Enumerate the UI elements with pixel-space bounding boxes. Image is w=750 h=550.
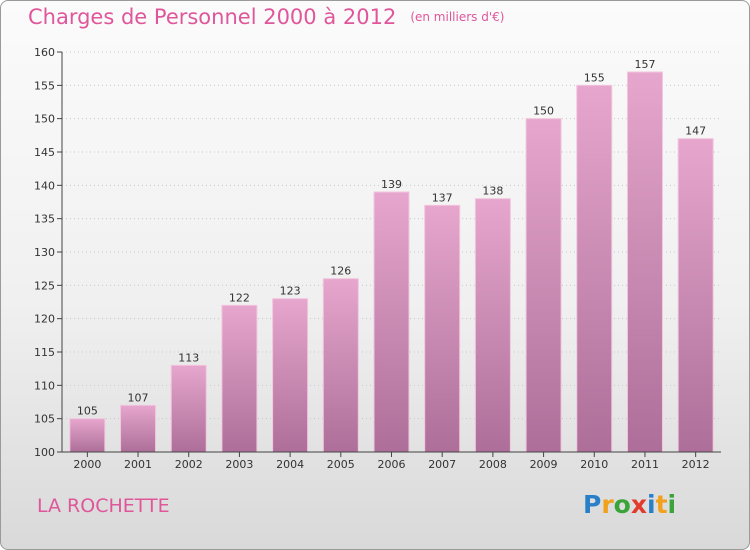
data-label-2003: 122 bbox=[229, 291, 250, 304]
y-tick-label: 115 bbox=[34, 346, 55, 359]
x-tick-label-2000: 2000 bbox=[73, 458, 101, 471]
chart-title: Charges de Personnel 2000 à 2012 bbox=[28, 5, 397, 29]
y-tick-label: 155 bbox=[34, 79, 55, 92]
y-tick-label: 120 bbox=[34, 313, 55, 326]
x-tick-label-2009: 2009 bbox=[530, 458, 558, 471]
data-label-2010: 155 bbox=[584, 71, 605, 84]
bar-2010 bbox=[576, 84, 613, 453]
bar-2011 bbox=[626, 71, 663, 453]
x-tick-label-2004: 2004 bbox=[276, 458, 304, 471]
y-tick-label: 130 bbox=[34, 246, 55, 259]
x-tick-label-2001: 2001 bbox=[124, 458, 152, 471]
y-tick-label: 135 bbox=[34, 213, 55, 226]
y-tick-label: 150 bbox=[34, 113, 55, 126]
logo-letter: i bbox=[667, 490, 677, 519]
y-tick-label: 110 bbox=[34, 379, 55, 392]
data-label-2007: 137 bbox=[432, 191, 453, 204]
bar-2005 bbox=[322, 278, 359, 453]
x-tick-label-2011: 2011 bbox=[631, 458, 659, 471]
x-tick-label-2003: 2003 bbox=[225, 458, 253, 471]
proxiti-logo: Proxiti bbox=[583, 490, 676, 519]
data-label-2009: 150 bbox=[533, 105, 554, 118]
chart-title-block: Charges de Personnel 2000 à 2012 (en mill… bbox=[28, 5, 504, 29]
data-label-2000: 105 bbox=[77, 405, 98, 418]
data-label-2001: 107 bbox=[128, 391, 149, 404]
logo-letter: r bbox=[601, 490, 614, 519]
data-label-2005: 126 bbox=[330, 265, 351, 278]
bar-2012 bbox=[677, 138, 714, 453]
chart-subtitle: (en milliers d'€) bbox=[410, 10, 505, 24]
y-tick-label: 100 bbox=[34, 446, 55, 459]
x-tick-label-2005: 2005 bbox=[327, 458, 355, 471]
data-label-2008: 138 bbox=[482, 185, 503, 198]
logo-letter: x bbox=[630, 490, 647, 519]
logo-letter: o bbox=[613, 490, 631, 519]
y-tick-label: 125 bbox=[34, 279, 55, 292]
bar-2000 bbox=[69, 418, 106, 453]
data-label-2006: 139 bbox=[381, 178, 402, 191]
bar-2007 bbox=[424, 204, 461, 453]
bar-2008 bbox=[474, 198, 511, 453]
bar-2001 bbox=[120, 404, 157, 453]
bar-2002 bbox=[170, 364, 207, 453]
x-tick-label-2002: 2002 bbox=[175, 458, 203, 471]
logo-letter: t bbox=[655, 490, 668, 519]
commune-name: LA ROCHETTE bbox=[37, 495, 170, 517]
data-label-2011: 157 bbox=[634, 58, 655, 71]
data-label-2004: 123 bbox=[280, 285, 301, 298]
data-label-2012: 147 bbox=[685, 125, 706, 138]
x-tick-label-2008: 2008 bbox=[479, 458, 507, 471]
bar-2006 bbox=[373, 191, 410, 453]
x-tick-label-2012: 2012 bbox=[682, 458, 710, 471]
x-tick-label-2006: 2006 bbox=[378, 458, 406, 471]
bar-2003 bbox=[221, 304, 258, 453]
bar-2004 bbox=[272, 298, 309, 453]
y-tick-label: 140 bbox=[34, 179, 55, 192]
x-tick-label-2010: 2010 bbox=[580, 458, 608, 471]
bar-2009 bbox=[525, 118, 562, 453]
data-label-2002: 113 bbox=[178, 351, 199, 364]
y-tick-label: 160 bbox=[34, 46, 55, 59]
y-tick-label: 105 bbox=[34, 413, 55, 426]
logo-letter: P bbox=[583, 490, 602, 519]
x-tick-label-2007: 2007 bbox=[428, 458, 456, 471]
logo-letter: i bbox=[647, 490, 656, 519]
y-tick-label: 145 bbox=[34, 146, 55, 159]
